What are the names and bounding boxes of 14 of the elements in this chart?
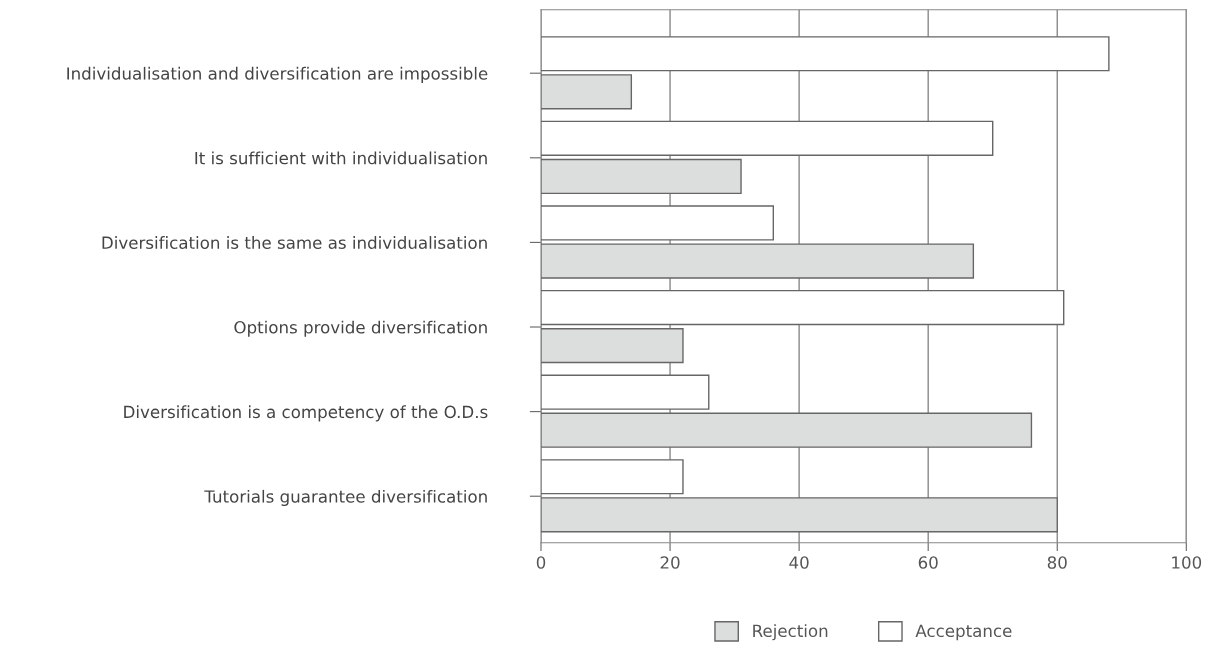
x-tick-label: 80 xyxy=(1047,556,1067,569)
x-tick-label: 100 xyxy=(1172,556,1202,569)
legend-label: Acceptance xyxy=(915,624,1012,641)
y-tick-label: Options provide diversification xyxy=(234,320,487,337)
y-tick-label: Individualisation and diversification are impossible xyxy=(67,66,488,83)
legend-label: Rejection xyxy=(753,624,828,641)
x-tick-label: 0 xyxy=(536,556,546,569)
x-tick-label: 40 xyxy=(789,556,809,569)
x-tick-label: 60 xyxy=(918,556,938,569)
y-tick-label: Diversification is a competency of the O.D.s xyxy=(124,405,488,422)
y-tick-label: Tutorials guarantee diversification xyxy=(204,489,487,507)
y-tick-label: It is sufficient with individualisation xyxy=(195,151,487,165)
x-tick-label: 20 xyxy=(660,556,680,569)
y-tick-label: Diversification is the same as individualisation xyxy=(102,236,487,249)
